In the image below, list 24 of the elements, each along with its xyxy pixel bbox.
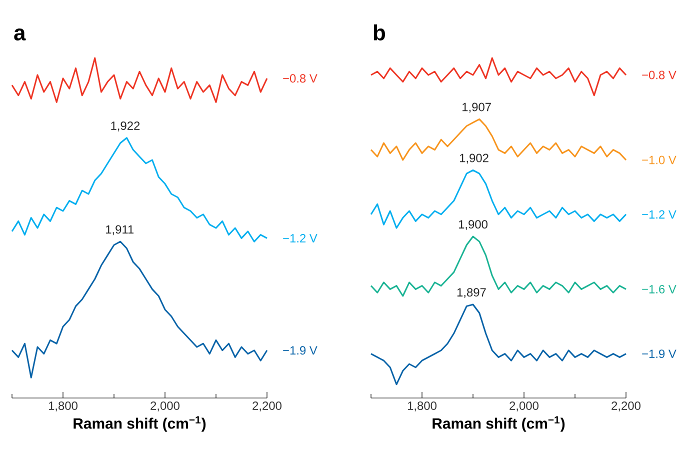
x-tick-label: 2,200 bbox=[252, 402, 282, 412]
annotation: 1,897 bbox=[457, 288, 486, 298]
annotation: 1,902 bbox=[460, 154, 488, 164]
annotation: 1,911 bbox=[106, 225, 134, 236]
x-tick-label: 1,800 bbox=[408, 402, 436, 412]
x-tick-label: 2,200 bbox=[612, 402, 640, 412]
series-label: −1.0 V bbox=[642, 156, 676, 164]
x-axis-title: Raman shift (cm$^{−1}$) bbox=[432, 416, 565, 432]
series-label: −1.2 V bbox=[283, 234, 318, 242]
x-tick-label: 2,000 bbox=[510, 402, 538, 412]
series-label: −0.8 V bbox=[283, 74, 318, 83]
series-label: −1.2 V bbox=[642, 210, 676, 219]
x-tick-label: 1,800 bbox=[48, 402, 78, 412]
annotation: 1,922 bbox=[111, 122, 140, 132]
x-tick-label: 2,000 bbox=[150, 402, 180, 412]
chart-title: b bbox=[374, 24, 386, 40]
series-label: −0.8 V bbox=[642, 70, 676, 80]
series-label: −1.9 V bbox=[283, 346, 318, 355]
annotation: 1,907 bbox=[462, 102, 491, 113]
series-label: −1.6 V bbox=[642, 284, 676, 294]
annotation: 1,900 bbox=[458, 220, 488, 230]
x-axis-title: Raman shift (cm$^{−1}$) bbox=[74, 416, 206, 432]
chart-title: a bbox=[14, 28, 26, 40]
series-label: −1.9 V bbox=[642, 350, 676, 358]
